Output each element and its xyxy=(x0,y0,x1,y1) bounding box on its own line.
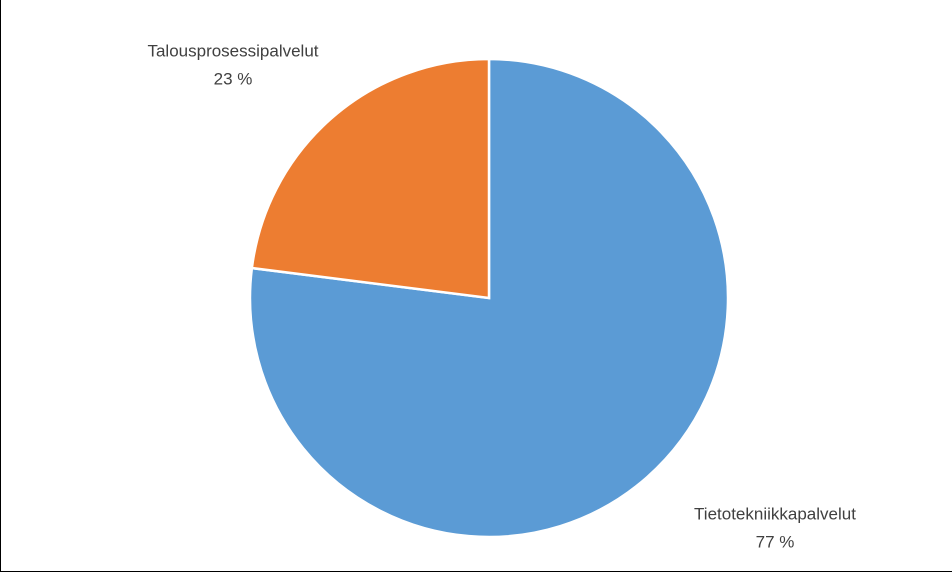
pie-slice xyxy=(250,57,491,300)
slice-label: Talousprosessipalvelut xyxy=(147,41,318,60)
value-label: 77 % xyxy=(756,532,795,551)
value-label: 23 % xyxy=(214,69,253,88)
slice-label: Tietotekniikkapalvelut xyxy=(694,504,856,523)
